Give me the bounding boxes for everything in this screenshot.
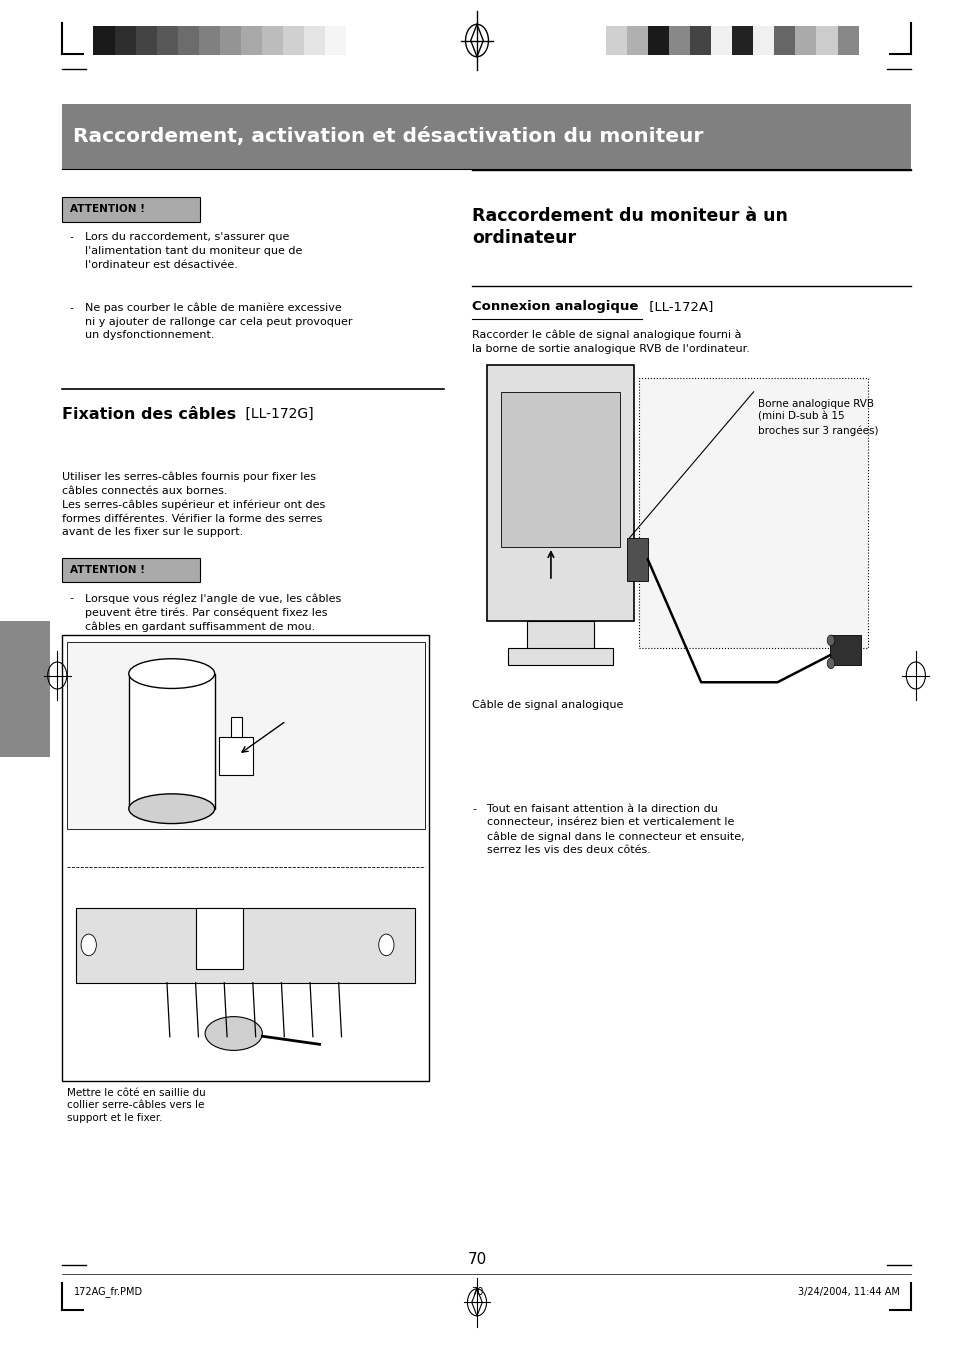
Text: -: - xyxy=(70,303,73,312)
Bar xyxy=(67,642,424,830)
Bar xyxy=(816,26,837,55)
Bar xyxy=(177,26,198,55)
Text: Tout en faisant attention à la direction du
connecteur, insérez bien et vertical: Tout en faisant attention à la direction… xyxy=(487,804,744,855)
Text: 70: 70 xyxy=(467,1251,486,1267)
Text: Lorsque vous réglez l'angle de vue, les câbles
peuvent être tirés. Par conséquen: Lorsque vous réglez l'angle de vue, les … xyxy=(85,593,341,632)
Bar xyxy=(283,26,304,55)
Text: ATTENTION !: ATTENTION ! xyxy=(70,565,145,576)
Bar xyxy=(486,365,634,621)
Bar xyxy=(639,378,867,648)
Bar xyxy=(325,26,346,55)
Text: Lors du raccordement, s'assurer que
l'alimentation tant du moniteur que de
l'ord: Lors du raccordement, s'assurer que l'al… xyxy=(85,232,302,270)
Bar xyxy=(732,26,753,55)
Bar xyxy=(62,635,429,1081)
Bar xyxy=(114,26,135,55)
Text: Fixation des câbles: Fixation des câbles xyxy=(62,407,236,422)
Bar xyxy=(829,635,860,665)
Bar xyxy=(198,26,219,55)
Circle shape xyxy=(826,658,834,669)
Text: -: - xyxy=(70,593,73,603)
Bar xyxy=(62,558,200,582)
Bar xyxy=(668,26,689,55)
Text: Raccordement, activation et désactivation du moniteur: Raccordement, activation et désactivatio… xyxy=(73,127,703,146)
Text: Raccordement du moniteur à un
ordinateur: Raccordement du moniteur à un ordinateur xyxy=(472,207,787,247)
Bar xyxy=(156,26,177,55)
Bar xyxy=(195,908,243,969)
Circle shape xyxy=(81,934,96,955)
Bar xyxy=(837,26,858,55)
Circle shape xyxy=(378,934,394,955)
Bar xyxy=(500,392,619,547)
Bar xyxy=(0,621,50,757)
Bar xyxy=(605,26,626,55)
Ellipse shape xyxy=(129,794,214,824)
Bar xyxy=(129,674,214,809)
Text: [LL-172G]: [LL-172G] xyxy=(241,407,314,420)
Bar xyxy=(93,26,114,55)
Text: -: - xyxy=(472,804,476,813)
Bar xyxy=(689,26,710,55)
Bar xyxy=(753,26,774,55)
Text: Mettre le côté en saillie du
collier serre-câbles vers le
support et le fixer.: Mettre le côté en saillie du collier ser… xyxy=(67,1088,205,1123)
Circle shape xyxy=(826,635,834,646)
Bar xyxy=(135,26,156,55)
Bar xyxy=(626,538,647,581)
Text: ATTENTION !: ATTENTION ! xyxy=(70,204,145,215)
Bar xyxy=(304,26,325,55)
Bar xyxy=(626,26,647,55)
Bar xyxy=(219,26,241,55)
Bar xyxy=(262,26,283,55)
Bar xyxy=(795,26,816,55)
Bar xyxy=(241,26,262,55)
Bar xyxy=(710,26,732,55)
Text: Câble de signal analogique: Câble de signal analogique xyxy=(472,700,623,711)
Text: 3/24/2004, 11:44 AM: 3/24/2004, 11:44 AM xyxy=(797,1286,899,1297)
Bar xyxy=(507,648,612,665)
Text: -: - xyxy=(70,232,73,242)
Text: Utiliser les serres-câbles fournis pour fixer les
câbles connectés aux bornes.
L: Utiliser les serres-câbles fournis pour … xyxy=(62,471,325,538)
Ellipse shape xyxy=(129,659,214,689)
Text: Ne pas courber le câble de manière excessive
ni y ajouter de rallonge car cela p: Ne pas courber le câble de manière exces… xyxy=(85,303,352,340)
Bar xyxy=(62,197,200,222)
Text: Raccorder le câble de signal analogique fourni à
la borne de sortie analogique R: Raccorder le câble de signal analogique … xyxy=(472,330,749,354)
Bar xyxy=(647,26,668,55)
Text: [LL-172A]: [LL-172A] xyxy=(644,300,713,313)
Ellipse shape xyxy=(205,1016,262,1051)
Text: 172AG_fr.PMD: 172AG_fr.PMD xyxy=(73,1286,142,1297)
Bar xyxy=(526,621,593,651)
Text: Connexion analogique: Connexion analogique xyxy=(472,300,638,313)
Text: Borne analogique RVB
(mini D-sub à 15
broches sur 3 rangées): Borne analogique RVB (mini D-sub à 15 br… xyxy=(758,399,878,435)
Bar xyxy=(231,717,242,738)
Text: 70: 70 xyxy=(471,1286,482,1297)
Bar xyxy=(76,908,415,982)
Bar xyxy=(62,104,910,169)
Bar xyxy=(219,738,253,775)
Bar xyxy=(774,26,795,55)
